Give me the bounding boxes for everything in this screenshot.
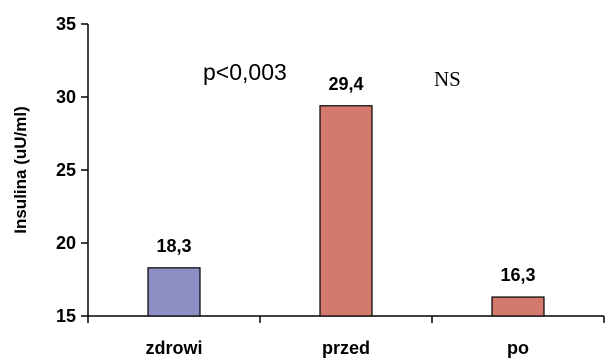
p-value-annotation: p<0,003 xyxy=(203,59,287,85)
data-label-zdrowi: 18,3 xyxy=(156,236,191,256)
bar-po xyxy=(491,296,545,317)
y-tick-label: 15 xyxy=(56,306,76,326)
y-tick-label: 30 xyxy=(56,87,76,107)
x-ticks xyxy=(87,316,605,323)
data-label-przed: 29,4 xyxy=(328,74,363,94)
y-tick-label: 35 xyxy=(56,14,76,34)
data-label-po: 16,3 xyxy=(500,265,535,285)
y-axis-title: Insulina (uU/ml) xyxy=(11,106,30,234)
x-tick-label-po: po xyxy=(507,338,529,358)
value-labels: 18,3 29,4 16,3 xyxy=(156,74,535,285)
y-ticks: 15 20 25 30 35 xyxy=(56,14,88,326)
y-tick-label: 25 xyxy=(56,160,76,180)
ns-annotation: NS xyxy=(434,67,461,91)
x-tick-label-przed: przed xyxy=(322,338,370,358)
x-tick-label-zdrowi: zdrowi xyxy=(146,338,203,358)
bar-zdrowi xyxy=(147,267,201,317)
y-tick-label: 20 xyxy=(56,233,76,253)
category-labels: zdrowi przed po xyxy=(146,338,530,358)
bar-przed xyxy=(319,105,373,317)
bars xyxy=(147,105,545,317)
